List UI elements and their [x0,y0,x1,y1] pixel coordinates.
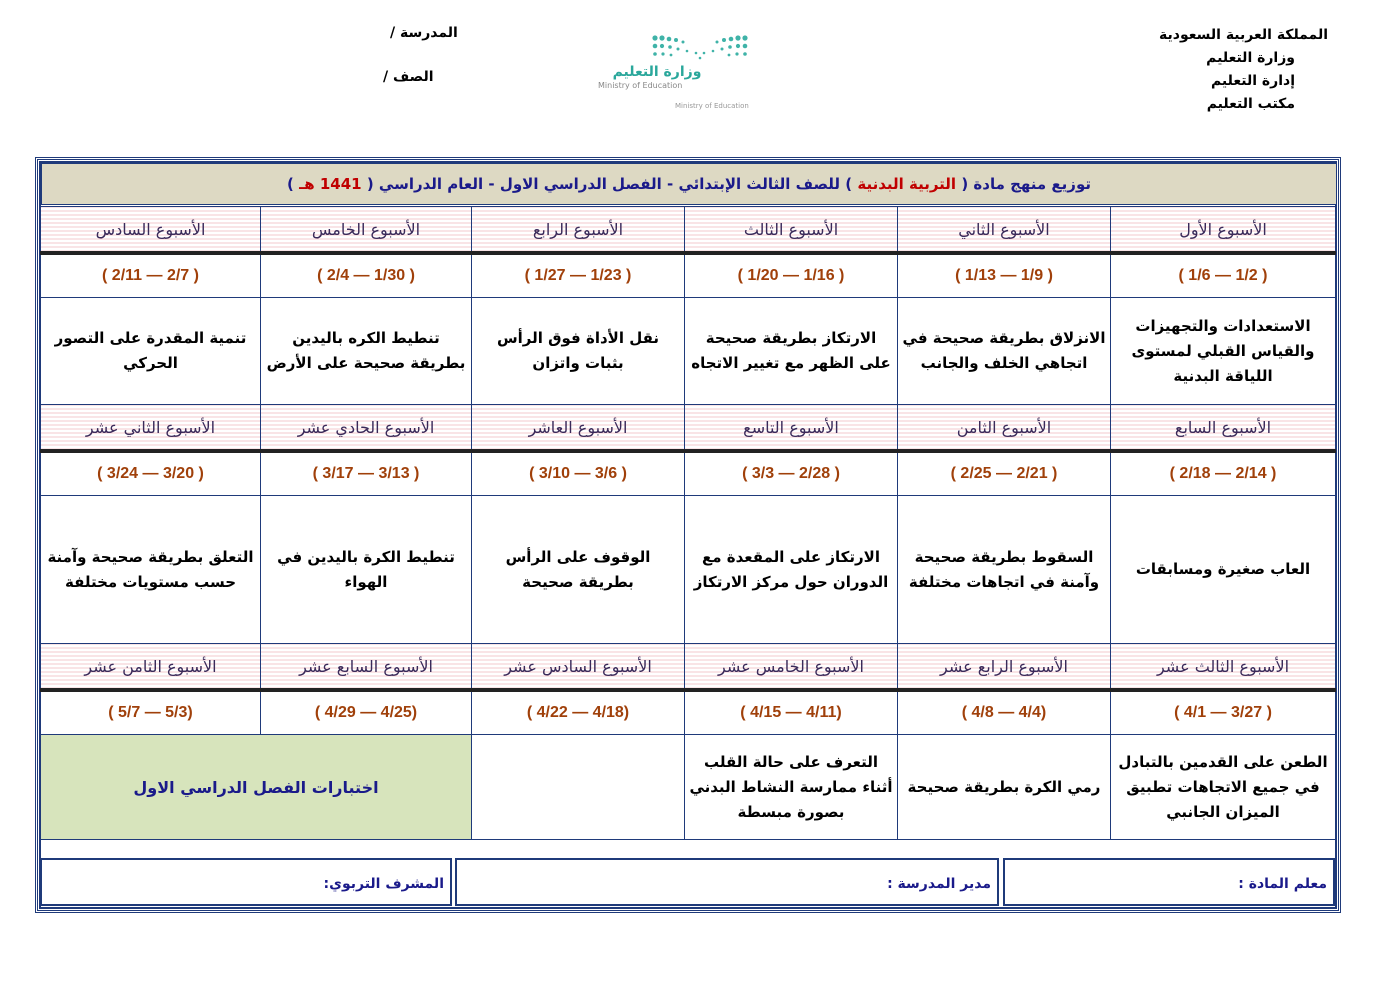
date-row: ( 2/18 — 2/14 )( 2/25 — 2/21 )( 3/3 — 2/… [40,450,1336,496]
lesson-topic: تنطيط الكرة باليدين في الهواء [260,495,472,644]
schedule-frame [35,157,1341,913]
lesson-topic: التعرف على حالة القلب أثناء ممارسة النشا… [684,734,898,840]
week-dates: ( 2/25 — 2/21 ) [897,450,1111,496]
office: مكتب التعليم [1206,96,1295,112]
week-dates: ( 4/8 — 4/4) [897,689,1111,735]
lesson-topic: الطعن على القدمين بالتبادل في جميع الاتج… [1110,734,1336,840]
date-row: ( 1/6 — 1/2 )( 1/13 — 1/9 )( 1/20 — 1/16… [40,252,1336,298]
week-label: الأسبوع الثالث [684,206,898,255]
lesson-topic [471,734,685,840]
content-row: العاب صغيرة ومسابقات السقوط بطريقة صحيحة … [40,495,1336,644]
lesson-topic: السقوط بطريقة صحيحة وآمنة في اتجاهات مخت… [897,495,1111,644]
week-label: الأسبوع الثامن [897,404,1111,453]
directorate: إدارة التعليم [1210,73,1295,89]
week-dates: ( 2/11 — 2/7 ) [40,252,261,298]
exam-cell: اختبارات الفصل الدراسي الاول [40,734,472,840]
lesson-topic: الارتكاز على المقعدة مع الدوران حول مركز… [684,495,898,644]
week-label: الأسبوع الرابع [471,206,685,255]
country: المملكة العربية السعودية [1159,27,1328,43]
lesson-topic: الوقوف على الرأس بطريقة صحيحة [471,495,685,644]
lesson-topic: الاستعدادات والتجهيزات والقياس القبلي لم… [1110,297,1336,405]
week-label: الأسبوع التاسع [684,404,898,453]
lesson-topic: التعلق بطريقة صحيحة وآمنة حسب مستويات مخ… [40,495,261,644]
week-label: الأسبوع الثامن عشر [40,643,261,692]
week-dates: ( 4/1 — 3/27 ) [1110,689,1336,735]
academic-year: 1441 هـ [299,175,362,193]
week-label: الأسبوع الأول [1110,206,1336,255]
week-label: الأسبوع الخامس عشر [684,643,898,692]
week-dates: ( 1/20 — 1/16 ) [684,252,898,298]
week-dates: ( 1/27 — 1/23 ) [471,252,685,298]
week-label: الأسبوع الثاني [897,206,1111,255]
week-label: الأسبوع السادس عشر [471,643,685,692]
subject-name: التربية البدنية [857,175,957,193]
week-dates: ( 2/18 — 2/14 ) [1110,450,1336,496]
week-header-row: الأسبوع الأول الأسبوع الثاني الأسبوع الثال… [40,206,1336,255]
week-dates: ( 4/22 — 4/18) [471,689,685,735]
content-row: الاستعدادات والتجهيزات والقياس القبلي لم… [40,297,1336,405]
page-title: توزيع منهج مادة ( التربية البدنية ) للصف… [41,163,1337,205]
ministry: وزارة التعليم [1206,50,1295,66]
lesson-topic: نقل الأداة فوق الرأس بثبات واتزان [471,297,685,405]
ministry-logo: وزارة التعليم Ministry of Education Mini… [595,30,760,115]
week-label: الأسبوع العاشر [471,404,685,453]
week-dates: ( 3/10 — 3/6 ) [471,450,685,496]
week-header-row: الأسبوع السابع الأسبوع الثامن الأسبوع التا… [40,404,1336,453]
week-dates: ( 3/17 — 3/13 ) [260,450,472,496]
week-label: الأسبوع السابع عشر [260,643,472,692]
logo-text-ar: وزارة التعليم [613,64,702,80]
lesson-topic: الانزلاق بطريقة صحيحة في اتجاهي الخلف وا… [897,297,1111,405]
week-dates: ( 4/29 — 4/25) [260,689,472,735]
schedule-table: الأسبوع الأول الأسبوع الثاني الأسبوع الثال… [40,206,1336,840]
week-header-row: الأسبوع الثالث عشر الأسبوع الرابع عشر الأس… [40,643,1336,692]
lesson-topic: الارتكاز بطريقة صحيحة على الظهر مع تغيير… [684,297,898,405]
lesson-topic: تنمية المقدرة على التصور الحركي [40,297,261,405]
week-dates: ( 1/13 — 1/9 ) [897,252,1111,298]
lesson-topic: رمي الكرة بطريقة صحيحة [897,734,1111,840]
week-label: الأسبوع السادس [40,206,261,255]
footer-teacher: معلم المادة : [1003,858,1335,906]
week-dates: ( 3/3 — 2/28 ) [684,450,898,496]
week-dates: ( 5/7 — 5/3) [40,689,261,735]
week-label: الأسبوع الخامس [260,206,472,255]
footer-supervisor: المشرف التربوي: [40,858,452,906]
header-right: المملكة العربية السعودية وزارة التعليم إ… [1159,24,1328,116]
logo-text-en: Ministry of Education [598,81,682,90]
week-label: الأسبوع الرابع عشر [897,643,1111,692]
week-label: الأسبوع الثالث عشر [1110,643,1336,692]
date-row: ( 4/1 — 3/27 )( 4/8 — 4/4)( 4/15 — 4/11)… [40,689,1336,735]
content-row: الطعن على القدمين بالتبادل في جميع الاتج… [40,734,1336,840]
week-label: الأسبوع السابع [1110,404,1336,453]
svg-text:Ministry of Education: Ministry of Education [675,102,749,110]
grade-label: الصف / [383,69,434,85]
week-dates: ( 3/24 — 3/20 ) [40,450,261,496]
week-dates: ( 1/6 — 1/2 ) [1110,252,1336,298]
lesson-topic: العاب صغيرة ومسابقات [1110,495,1336,644]
week-dates: ( 2/4 — 1/30 ) [260,252,472,298]
week-dates: ( 4/15 — 4/11) [684,689,898,735]
school-label: المدرسة / [390,25,458,41]
week-label: الأسبوع الثاني عشر [40,404,261,453]
lesson-topic: تنطيط الكره باليدين بطريقة صحيحة على الأ… [260,297,472,405]
week-label: الأسبوع الحادي عشر [260,404,472,453]
footer-principal: مدير المدرسة : [455,858,999,906]
